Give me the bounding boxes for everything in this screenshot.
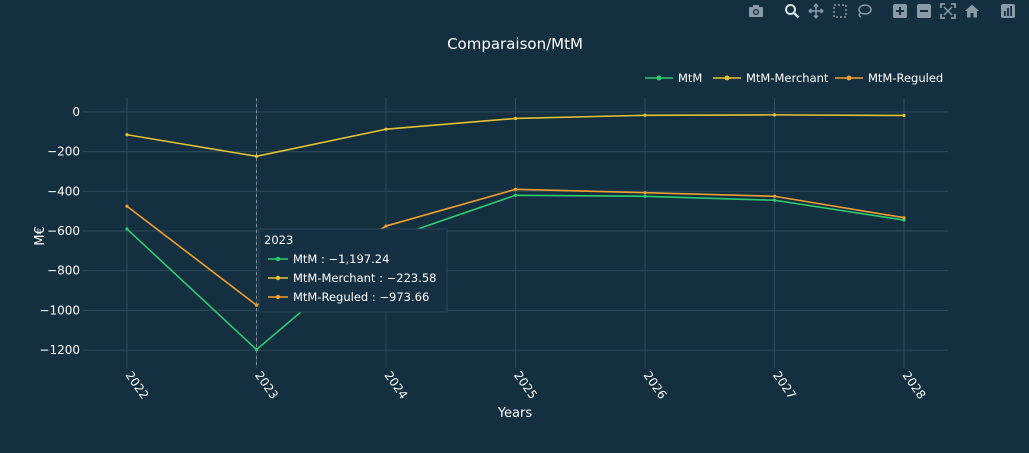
x-tick-label: 2026 <box>641 369 670 402</box>
legend-label[interactable]: MtM-Merchant <box>746 71 829 85</box>
legend-marker <box>656 75 662 81</box>
x-tick-label: 2024 <box>382 369 411 402</box>
hover-entry: MtM-Merchant : −223.58 <box>293 271 437 285</box>
hover-title: 2023 <box>264 233 293 247</box>
hover-marker <box>275 256 281 262</box>
chart-title: Comparaison/MtM <box>447 35 583 53</box>
y-tick-label: −1000 <box>39 303 80 317</box>
data-point[interactable] <box>513 187 518 191</box>
hover-entry: MtM : −1,197.24 <box>293 252 389 266</box>
zoom-out-icon[interactable] <box>913 2 935 20</box>
data-point[interactable] <box>772 194 777 198</box>
autoscale-icon[interactable] <box>937 2 959 20</box>
box-select-icon[interactable] <box>829 2 851 20</box>
y-tick-label: −200 <box>47 145 80 159</box>
data-point[interactable] <box>772 198 777 202</box>
camera-icon[interactable] <box>745 2 767 20</box>
x-axis-ticks: 2022 2023 2024 2025 2026 2027 2028 <box>123 369 929 402</box>
y-tick-label: −400 <box>47 184 80 198</box>
data-point[interactable] <box>125 227 129 231</box>
reset-axes-icon[interactable] <box>961 2 983 20</box>
x-tick-label: 2025 <box>511 369 540 402</box>
data-point[interactable] <box>254 154 259 158</box>
x-tick-label: 2023 <box>252 369 281 402</box>
data-point[interactable] <box>643 113 647 117</box>
data-point[interactable] <box>902 216 906 220</box>
data-point[interactable] <box>643 191 647 195</box>
data-point[interactable] <box>902 218 906 222</box>
data-point[interactable] <box>254 347 259 352</box>
data-point[interactable] <box>772 113 777 117</box>
grid <box>83 98 948 368</box>
plotly-logo-icon[interactable] <box>997 2 1019 20</box>
data-point[interactable] <box>384 224 388 228</box>
x-tick-label: 2028 <box>900 369 929 402</box>
pan-icon[interactable] <box>805 2 827 20</box>
y-tick-label: −800 <box>47 264 80 278</box>
data-point[interactable] <box>513 193 518 197</box>
x-axis-label: Years <box>497 406 533 421</box>
lasso-select-icon[interactable] <box>853 2 875 20</box>
x-tick-label: 2022 <box>123 369 152 402</box>
data-point[interactable] <box>384 127 388 131</box>
hover-marker <box>275 294 281 300</box>
y-tick-label: 0 <box>72 105 80 119</box>
data-point[interactable] <box>902 113 906 118</box>
y-axis-ticks: 0 −200 −400 −600 −800 −1000 −1200 <box>39 105 80 357</box>
hover-marker <box>275 275 281 281</box>
data-point[interactable] <box>125 204 129 208</box>
y-tick-label: −1200 <box>39 343 80 357</box>
series-lines <box>125 113 906 352</box>
legend-marker <box>846 75 852 81</box>
data-point[interactable] <box>254 303 259 307</box>
legend-label[interactable]: MtM <box>678 71 702 85</box>
y-axis-label: M€ <box>33 226 48 246</box>
x-tick-label: 2027 <box>770 369 799 402</box>
modebar <box>745 2 1019 20</box>
data-point[interactable] <box>513 116 518 121</box>
legend-marker <box>724 75 730 81</box>
hover-box <box>258 228 448 313</box>
zoom-icon[interactable] <box>781 2 803 20</box>
legend-label[interactable]: MtM-Reguled <box>868 71 943 85</box>
legend[interactable]: MtM MtM-Merchant MtM-Reguled <box>645 71 943 85</box>
zoom-in-icon[interactable] <box>889 2 911 20</box>
y-tick-label: −600 <box>47 224 80 238</box>
data-point[interactable] <box>125 133 129 137</box>
data-point[interactable] <box>643 194 647 198</box>
hover-entry: MtM-Reguled : −973.66 <box>293 290 429 304</box>
